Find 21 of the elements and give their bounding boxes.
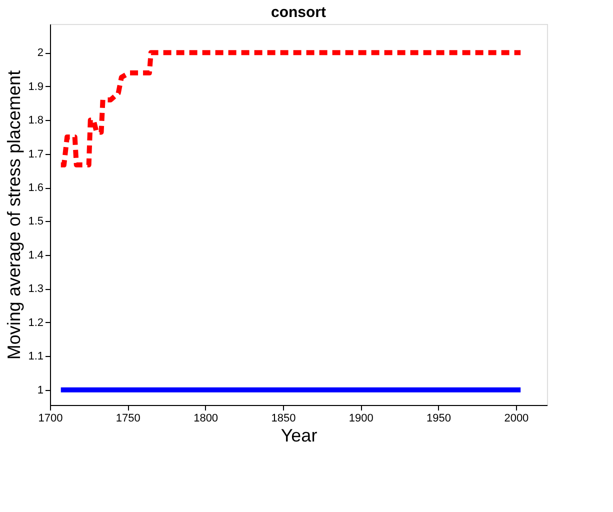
x-tick-label: 1700 xyxy=(38,412,63,424)
x-tick-label: 1950 xyxy=(426,412,452,424)
x-tick-label: 1850 xyxy=(271,412,296,424)
y-tick-label: 1.8 xyxy=(28,114,44,127)
y-tick-label: 1.4 xyxy=(28,249,44,262)
y-tick-label: 1.5 xyxy=(28,216,44,228)
y-tick-label: 2 xyxy=(37,47,44,60)
y-tick-label: 1.6 xyxy=(28,182,44,194)
x-tick-label: 1800 xyxy=(194,412,218,424)
y-tick-label: 1.3 xyxy=(28,283,44,296)
chart-title: consort xyxy=(270,4,326,21)
y-tick-label: 1.1 xyxy=(28,350,44,363)
y-tick-label: 1.9 xyxy=(28,80,44,93)
y-tick-label: 1 xyxy=(37,384,44,396)
x-tick-label: 1750 xyxy=(116,412,140,424)
x-axis-title: Year xyxy=(280,426,318,446)
x-tick-label: 2000 xyxy=(504,412,529,424)
y-axis-title: Moving average of stress placement xyxy=(4,70,24,360)
y-tick-label: 1.2 xyxy=(28,316,44,329)
y-tick-label: 1.7 xyxy=(28,148,44,160)
x-tick-label: 1900 xyxy=(348,412,374,424)
